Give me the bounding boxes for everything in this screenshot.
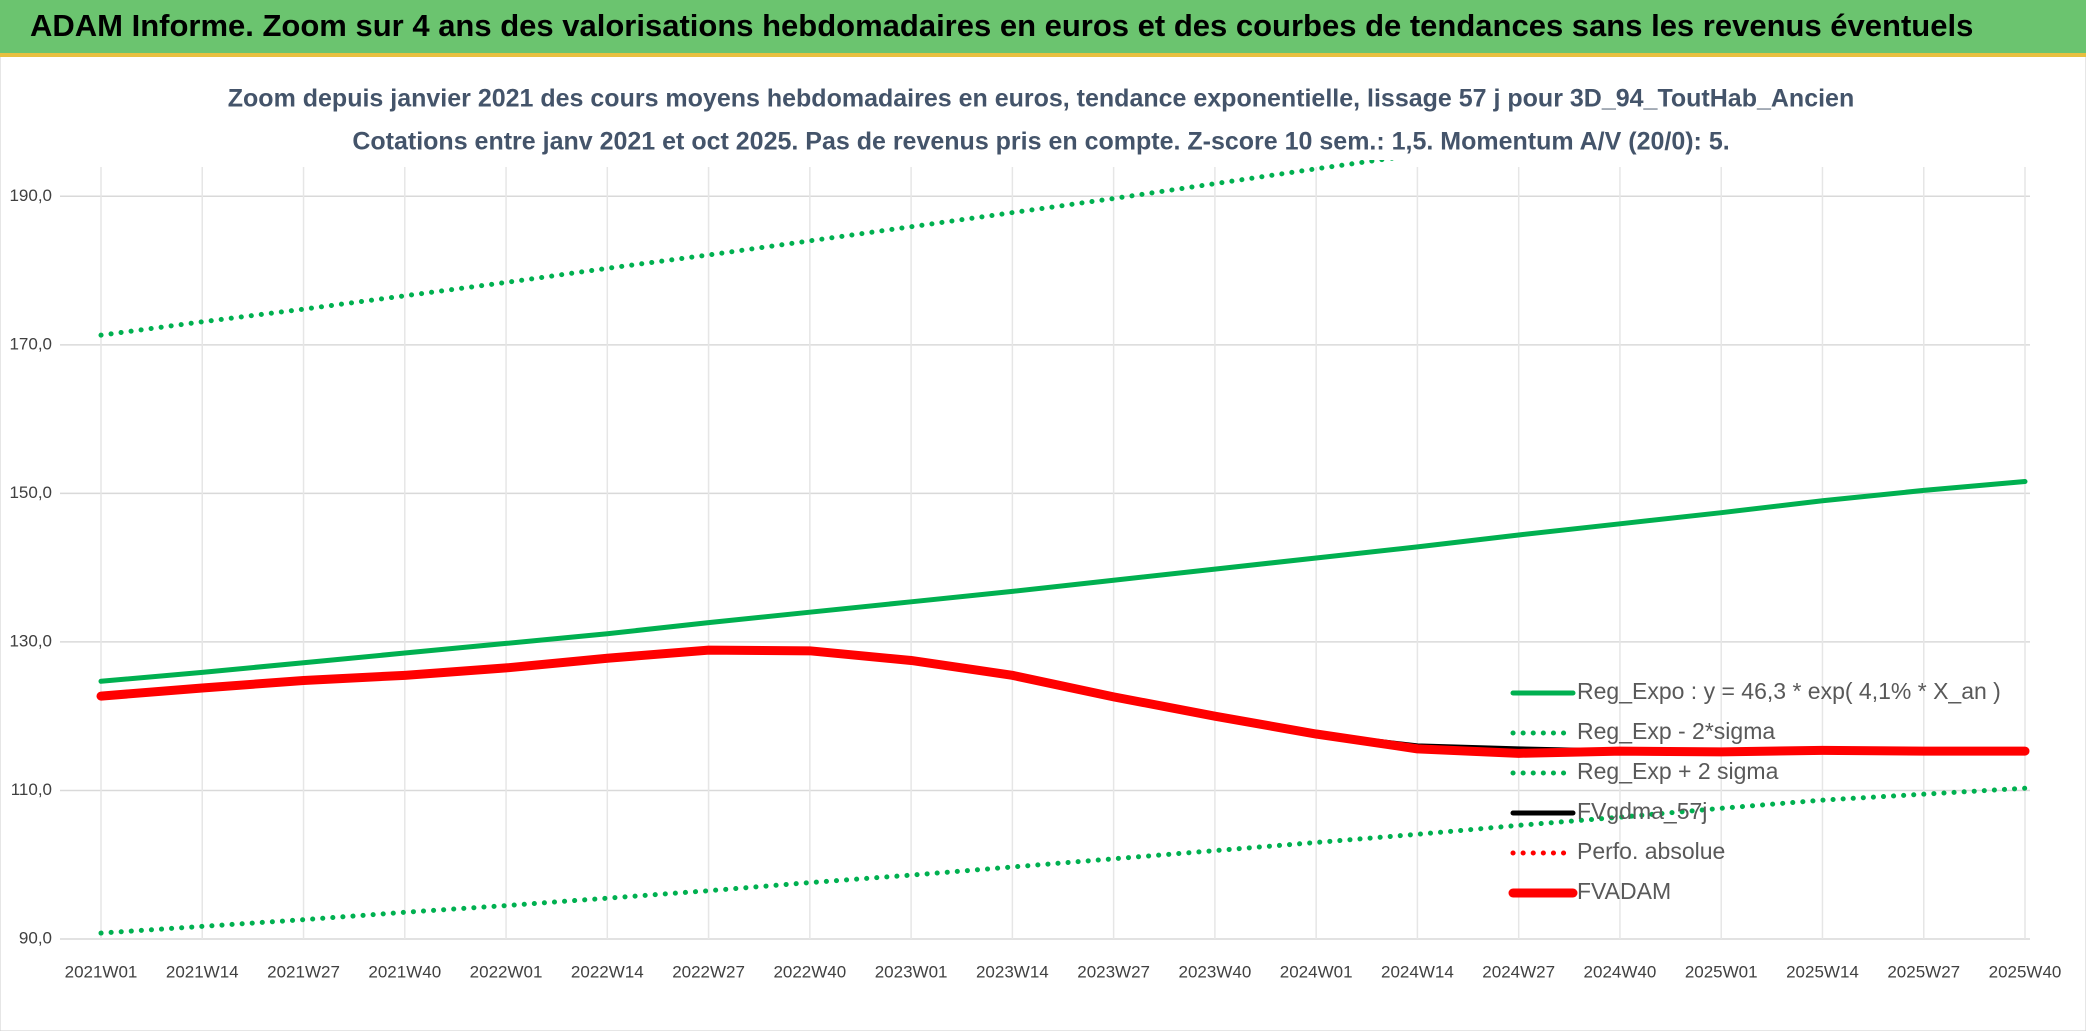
chart-title: Zoom depuis janvier 2021 des cours moyen… xyxy=(228,85,1854,113)
legend-label: Reg_Expo : y = 46,3 * exp( 4,1% * X_an ) xyxy=(1577,678,2001,704)
x-tick-label: 2025W40 xyxy=(1989,962,2062,981)
x-tick-label: 2022W40 xyxy=(773,962,846,981)
y-tick-label: 150,0 xyxy=(9,483,52,502)
series-line xyxy=(98,785,2028,936)
legend-label: Reg_Exp - 2*sigma xyxy=(1577,718,1775,744)
legend-label: FVADAM xyxy=(1577,878,1671,904)
legend-label: Perfo. absolue xyxy=(1577,838,1725,864)
x-tick-label: 2023W14 xyxy=(976,962,1049,981)
x-tick-label: 2025W01 xyxy=(1685,962,1758,981)
legend: Reg_Expo : y = 46,3 * exp( 4,1% * X_an )… xyxy=(1508,678,2001,904)
title-backdrop xyxy=(270,82,1810,160)
header-bar xyxy=(0,0,2086,53)
x-tick-label: 2023W27 xyxy=(1077,962,1150,981)
header-rule xyxy=(0,53,2086,57)
y-tick-label: 110,0 xyxy=(11,780,52,799)
legend-label: FVgdma_57j xyxy=(1577,798,1707,824)
x-tick-label: 2024W27 xyxy=(1482,962,1555,981)
series-line xyxy=(98,478,2028,684)
x-tick-label: 2022W27 xyxy=(672,962,745,981)
x-tick-label: 2022W01 xyxy=(470,962,543,981)
x-tick-label: 2023W01 xyxy=(875,962,948,981)
grid: 90,0 110,0 130,0 150,0 170,0 190,0 2021W01 2021… xyxy=(9,167,2061,981)
y-tick-label: 170,0 xyxy=(9,334,52,353)
x-tick-label: 2022W14 xyxy=(571,962,644,981)
chart-subtitle: Cotations entre janv 2021 et oct 2025. P… xyxy=(352,128,1729,156)
x-tick-label: 2023W40 xyxy=(1179,962,1252,981)
x-tick-label: 2025W14 xyxy=(1786,962,1859,981)
legend-label: Reg_Exp + 2 sigma xyxy=(1577,758,1779,784)
x-tick-label: 2021W27 xyxy=(267,962,340,981)
x-tick-label: 2024W40 xyxy=(1584,962,1657,981)
y-tick-label: 190,0 xyxy=(9,186,52,205)
x-tick-label: 2025W27 xyxy=(1887,962,1960,981)
x-tick-label: 2021W14 xyxy=(166,962,239,981)
y-tick-label: 90,0 xyxy=(19,928,52,947)
x-tick-label: 2024W01 xyxy=(1280,962,1353,981)
y-tick-label: 130,0 xyxy=(9,631,52,650)
x-tick-label: 2021W01 xyxy=(65,962,138,981)
x-tick-label: 2021W40 xyxy=(368,962,441,981)
series-line xyxy=(98,122,1653,338)
plot xyxy=(96,122,2030,936)
header: ADAM Informe. Zoom sur 4 ans des valoris… xyxy=(30,8,1973,43)
x-tick-label: 2024W14 xyxy=(1381,962,1454,981)
series-line xyxy=(96,645,2030,758)
